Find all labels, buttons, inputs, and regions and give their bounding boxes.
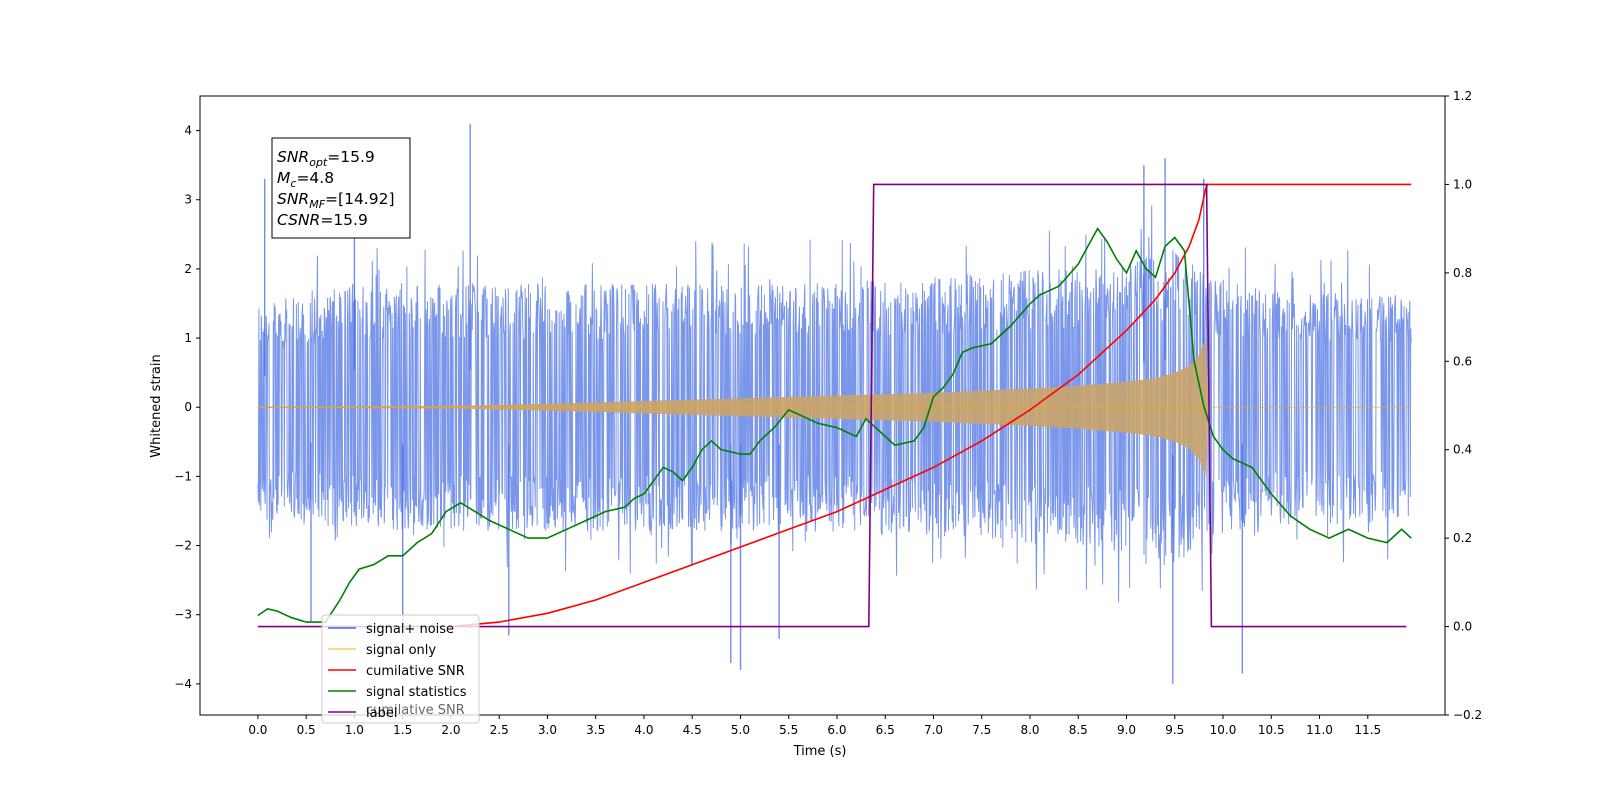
- x-tick-label: 5.5: [779, 723, 798, 737]
- x-tick-label: 11.5: [1354, 723, 1381, 737]
- legend-frame: [321, 614, 480, 724]
- y-tick-label: −1: [174, 469, 192, 483]
- y2-tick-label: 0.6: [1453, 354, 1472, 368]
- x-tick-label: 4.0: [634, 723, 653, 737]
- x-tick-label: 0.0: [248, 723, 267, 737]
- x-tick-label: 1.0: [345, 723, 364, 737]
- x-tick-label: 9.5: [1165, 723, 1184, 737]
- signal-statistics-line: [257, 227, 1412, 623]
- legend-entry: signal only: [366, 643, 436, 658]
- x-axis-ticks: 0.0 0.5 1.0 1.5 2.0 2.5 3.0 3.5 4.0 4.5 5.0 5.5 6.0 6…: [248, 715, 1381, 737]
- x-tick-label: 9.0: [1117, 723, 1136, 737]
- y-axis-label: Whitened strain: [149, 354, 164, 457]
- signal-noise-series: [257, 123, 1412, 684]
- legend-entry: signal statistics: [366, 685, 467, 700]
- x-tick-label: 5.0: [731, 723, 750, 737]
- x-tick-label: 1.5: [393, 723, 412, 737]
- y2-tick-label: 0.4: [1453, 443, 1472, 457]
- signal-statistics-series: [257, 227, 1412, 623]
- legend-ghost-text: cumilative SNR: [366, 703, 465, 718]
- x-tick-label: 10.5: [1258, 723, 1285, 737]
- y-axis-ticks: −4 −3 −2 −1 0 1 2 3 4: [174, 124, 200, 691]
- signal-only-series: [257, 338, 1412, 477]
- x-axis-label: Time (s): [793, 744, 847, 759]
- y2-tick-label: 0.8: [1453, 266, 1472, 280]
- y-tick-label: −3: [174, 608, 192, 622]
- y-tick-label: 4: [184, 124, 192, 138]
- x-tick-label: 10.0: [1210, 723, 1237, 737]
- x-tick-label: 7.0: [924, 723, 943, 737]
- legend-entry: label: [366, 706, 397, 721]
- annotation-line: SNRMF=[14.92]: [277, 190, 395, 211]
- annotation-frame: [271, 137, 411, 239]
- legend: cumilative SNR signal+ noise signal only cu…: [321, 614, 480, 724]
- x-tick-label: 3.0: [538, 723, 557, 737]
- signal-noise-line: [257, 205, 1412, 603]
- y-tick-label: −2: [174, 539, 192, 553]
- x-tick-label: 6.5: [876, 723, 895, 737]
- y2-tick-label: 0.2: [1453, 531, 1472, 545]
- cumulative-snr-line: [450, 183, 1412, 628]
- cumulative-snr-series: [450, 183, 1412, 628]
- legend-entry: cumilative SNR: [366, 664, 465, 679]
- y-tick-label: −4: [174, 677, 192, 691]
- annotation-line: CSNR=15.9: [277, 211, 368, 229]
- label-series: [257, 183, 1407, 628]
- x-tick-label: 8.5: [1069, 723, 1088, 737]
- plot-frame: [199, 95, 1446, 716]
- y2-axis-ticks: −0.2 0.0 0.2 0.4 0.6 0.8 1.0 1.2: [1445, 89, 1482, 722]
- y-tick-label: 3: [184, 193, 192, 207]
- annotation-line: Mc=4.8: [277, 169, 334, 190]
- x-tick-label: 6.0: [827, 723, 846, 737]
- legend-entry: signal+ noise: [366, 622, 454, 637]
- annotation-line: SNRopt=15.9: [277, 148, 375, 169]
- x-tick-label: 0.5: [297, 723, 316, 737]
- label-line: [257, 183, 1407, 628]
- x-tick-label: 3.5: [586, 723, 605, 737]
- y-tick-label: 2: [184, 262, 192, 276]
- y2-tick-label: 1.2: [1453, 89, 1472, 103]
- x-tick-label: 2.0: [441, 723, 460, 737]
- y-tick-label: 1: [184, 331, 192, 345]
- x-tick-label: 2.5: [490, 723, 509, 737]
- y2-tick-label: 1.0: [1453, 177, 1472, 191]
- x-tick-label: 8.0: [1020, 723, 1039, 737]
- y-tick-label: 0: [184, 400, 192, 414]
- x-tick-label: 11.0: [1306, 723, 1333, 737]
- y2-tick-label: 0.0: [1453, 620, 1472, 634]
- x-tick-label: 7.5: [972, 723, 991, 737]
- x-tick-label: 4.5: [683, 723, 702, 737]
- y2-tick-label: −0.2: [1453, 708, 1482, 722]
